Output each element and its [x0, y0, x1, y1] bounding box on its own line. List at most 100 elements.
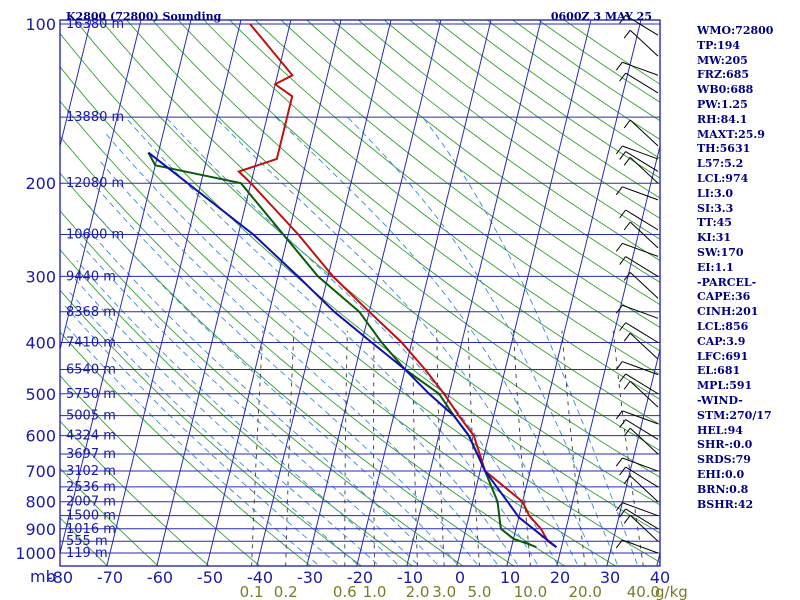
wind-barb	[625, 151, 659, 172]
pressure-tick-label: 200	[25, 174, 56, 193]
wind-barb-feather	[623, 29, 631, 39]
wind-barb-feather	[615, 457, 623, 467]
temperature-tick-label: -10	[397, 568, 423, 587]
temperature-tick-label: 10	[500, 568, 520, 587]
isotherm	[106, 20, 242, 566]
index-item: EL:681	[697, 364, 741, 378]
index-item: -WIND-	[697, 393, 743, 407]
temperature-tick-label: -30	[297, 568, 323, 587]
pressure-tick-label: 400	[25, 333, 56, 352]
isobar-lines	[60, 23, 660, 554]
isotherm	[206, 20, 342, 566]
temperature-tick-label: -20	[347, 568, 373, 587]
height-label: 12080 m	[66, 176, 124, 191]
wind-barb	[625, 373, 659, 395]
index-item: FRZ:685	[697, 68, 750, 82]
wind-barb	[625, 72, 659, 94]
wind-barb	[629, 380, 659, 408]
wind-barb-feather	[619, 209, 627, 219]
index-item: EI:1.1	[697, 260, 734, 274]
index-item: LI:3.0	[697, 186, 734, 200]
mixing-ratio-label: 1.0	[363, 583, 387, 600]
index-item: BSHR:42	[697, 497, 754, 511]
mixing-ratio-label: 2.0	[406, 583, 430, 600]
mixing-ratio-unit-label: g/kg	[655, 583, 688, 600]
wind-barb-feather	[619, 15, 627, 24]
pressure-tick-label: 600	[25, 427, 56, 446]
isotherm	[306, 20, 442, 566]
dry-adiabat	[228, 20, 660, 352]
temperature-tick-label: -40	[247, 568, 273, 587]
wind-barb-feather	[619, 256, 627, 265]
moist-adiabat	[87, 204, 458, 565]
index-item: TP:194	[697, 38, 741, 52]
wind-barb-feather	[623, 380, 631, 390]
height-label: 2536 m	[66, 480, 116, 495]
wind-barb	[629, 156, 659, 184]
isotherm	[156, 20, 292, 566]
wind-barb-feather	[615, 539, 623, 549]
height-label: 5750 m	[66, 387, 116, 402]
pressure-tick-label: 500	[25, 385, 56, 404]
wind-barb-feather	[623, 119, 631, 129]
mixing-ratio-label: 20.0	[569, 583, 602, 600]
wind-barbs	[615, 14, 659, 554]
height-label: 5005 m	[66, 409, 116, 424]
moist-adiabat	[79, 243, 418, 565]
wind-barb-feather	[615, 410, 623, 420]
dewpoint-line	[147, 152, 537, 549]
index-item: TH:5631	[697, 142, 751, 156]
wind-barb-feather	[619, 508, 627, 518]
mixing-ratio-labels: 0.1 0.2 0.6 1.0 2.0 3.0 5.0 10.0 20.0 40.0g/kg	[240, 583, 688, 600]
isotherm	[456, 20, 592, 566]
pressure-tick-label: 1000	[15, 544, 56, 563]
parcel-line	[147, 151, 558, 548]
wind-barb-feather	[615, 304, 623, 314]
isotherm	[60, 20, 92, 149]
mixing-ratio-label: 0.1	[240, 583, 264, 600]
index-item: STM:270/17	[697, 408, 772, 422]
mixing-ratio-label: 0.6	[333, 583, 357, 600]
wind-barb	[622, 186, 659, 201]
isotherm	[406, 20, 542, 566]
index-item: -PARCEL-	[697, 275, 757, 289]
wind-barb-feather	[619, 72, 627, 82]
wind-barb	[625, 322, 659, 343]
wind-barb-feather	[615, 361, 623, 370]
pressure-tick-label: 100	[25, 15, 56, 34]
height-labels: 16380 m 13880 m 12080 m 10600 m 9440 m 8368 m…	[66, 17, 124, 561]
wind-barb	[629, 119, 659, 147]
index-item: TT:45	[697, 216, 732, 230]
wind-barb-feather	[619, 322, 627, 331]
wind-barb-feather	[615, 61, 623, 71]
index-item: CINH:201	[697, 305, 759, 319]
wind-barb-feather	[615, 243, 623, 252]
index-item: BRN:0.8	[697, 482, 749, 496]
dry-adiabat	[126, 20, 660, 452]
dry-adiabat	[203, 20, 660, 376]
temperature-tick-label: -50	[197, 568, 223, 587]
index-item: CAPE:36	[697, 290, 751, 304]
pressure-tick-label: 700	[25, 462, 56, 481]
index-item: LCL:856	[697, 319, 749, 333]
wind-barb-feather	[623, 272, 631, 281]
index-item: LFC:691	[697, 349, 749, 363]
wind-barb	[625, 466, 659, 488]
wind-barb	[625, 508, 659, 530]
wind-barb	[629, 272, 659, 299]
temperature-tick-label: 30	[600, 568, 620, 587]
pressure-tick-label: 300	[25, 267, 56, 286]
dry-adiabat	[331, 20, 660, 262]
temperature-tick-labels: -80 -70 -60 -50 -40 -30 -20 -10 0 10 20 30 40	[47, 568, 670, 587]
height-label: 13880 m	[66, 110, 124, 125]
plot-border	[59, 19, 661, 567]
wind-barb	[629, 332, 659, 360]
wind-barb	[622, 361, 659, 376]
pressure-tick-label: 800	[25, 493, 56, 512]
height-label: 1500 m	[66, 509, 116, 524]
index-item: MPL:591	[697, 379, 753, 393]
moist-adiabat	[68, 290, 358, 565]
mixing-ratio-label: 0.2	[274, 583, 298, 600]
isotherm	[60, 20, 192, 556]
moist-adiabat	[72, 276, 378, 565]
